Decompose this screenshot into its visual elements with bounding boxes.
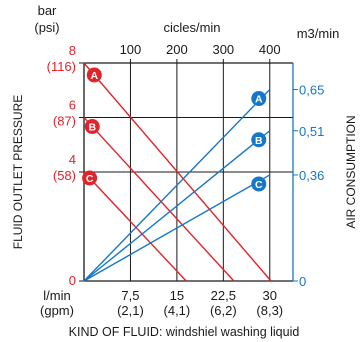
left-tick-label: 4 — [69, 152, 76, 167]
right-tick-label: 0,65 — [299, 83, 324, 98]
left-tick-label: 8 — [69, 43, 76, 58]
left-tick-label: 0 — [69, 273, 76, 288]
left-tick-alt-label: (58) — [53, 168, 76, 183]
air-badge-a — [251, 91, 267, 107]
right-tick-label: 0,36 — [299, 168, 324, 183]
footer-text: KIND OF FLUID: windshiel washing liquid — [69, 325, 300, 339]
top-axis-unit: cicles/min — [163, 20, 220, 35]
top-tick-label: 300 — [212, 42, 234, 57]
plot-area: 0 4(58) 6(87) 8(116) 100 200 300 400 0 0,36 0,51 0,… — [47, 42, 325, 318]
pressure-badge-label: B — [88, 121, 96, 133]
bottom-unit-alt-label: (gpm) — [40, 303, 74, 318]
top-tick-label: 200 — [166, 42, 188, 57]
pressure-badge-b — [84, 118, 100, 134]
air-badge-label: C — [255, 179, 263, 191]
bottom-tick-label: 7,5 — [121, 288, 139, 303]
bottom-unit-label: l/min — [43, 288, 70, 303]
air-badge-label: B — [255, 135, 263, 147]
pressure-badge-a — [86, 67, 102, 83]
bottom-tick-alt-label: (8,3) — [256, 303, 283, 318]
bottom-tick-label: 15 — [170, 288, 184, 303]
bottom-tick-label: 30 — [263, 288, 277, 303]
pressure-line-a — [83, 62, 272, 282]
air-badge-label: A — [255, 94, 263, 106]
pressure-line-c — [83, 171, 187, 282]
top-tick-label: 400 — [259, 42, 281, 57]
air-badge-b — [251, 132, 267, 148]
air-line-a — [83, 89, 271, 282]
left-axis-title: FLUID OUTLET PRESSURE — [11, 95, 25, 249]
right-axis-title: AIR CONSUMPTION — [344, 115, 358, 228]
pressure-badge-label: A — [90, 70, 98, 82]
bottom-tick-alt-label: (4,1) — [164, 303, 191, 318]
left-tick-label: 6 — [69, 98, 76, 113]
right-unit-label: m3/min — [297, 26, 340, 41]
left-unit-alt-label: (psi) — [34, 20, 59, 35]
pressure-badge-c — [82, 170, 98, 186]
left-tick-alt-label: (116) — [47, 59, 76, 74]
air-badge-c — [251, 176, 267, 192]
pressure-badge-label: C — [86, 173, 94, 185]
bottom-tick-alt-label: (6,2) — [210, 303, 237, 318]
pressure-line-b — [83, 117, 235, 282]
left-tick-alt-label: (87) — [53, 114, 76, 129]
left-unit-label: bar — [38, 3, 57, 18]
bottom-tick-alt-label: (2,1) — [117, 303, 144, 318]
right-tick-label: 0,51 — [299, 124, 324, 139]
top-tick-label: 100 — [120, 42, 142, 57]
air-line-c — [83, 174, 271, 282]
right-tick-label: 0 — [299, 274, 306, 289]
air-line-b — [83, 130, 271, 282]
bottom-tick-label: 22,5 — [211, 288, 236, 303]
